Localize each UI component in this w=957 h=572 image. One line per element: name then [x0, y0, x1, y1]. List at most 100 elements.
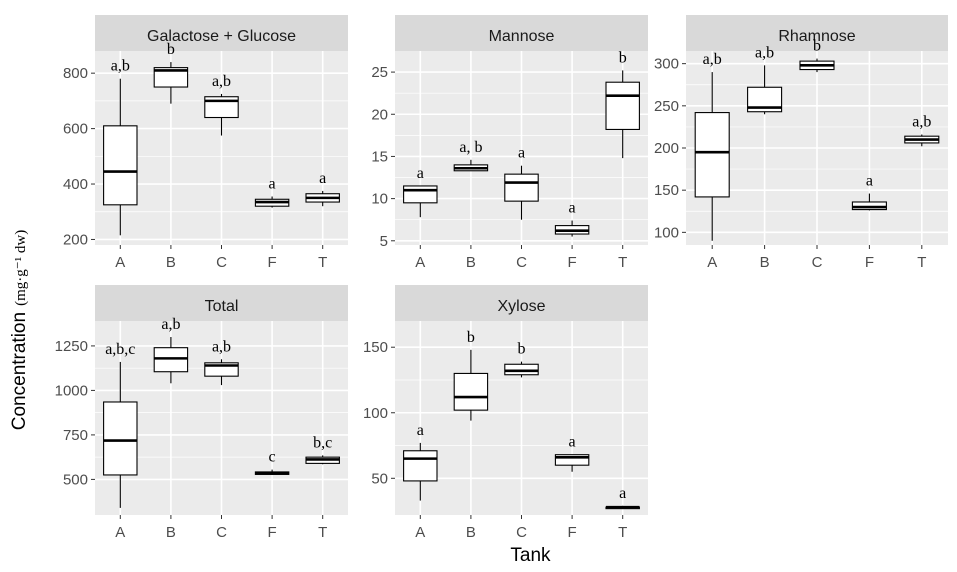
significance-label-A: a,b	[111, 58, 130, 75]
significance-label-B: b	[467, 329, 475, 346]
x-tick-label-T: T	[618, 254, 627, 271]
significance-label-B: a,b	[161, 316, 180, 333]
y-tick-label: 250	[654, 98, 679, 115]
y-tick-label: 5	[380, 233, 388, 250]
y-tick-label: 10	[371, 191, 388, 208]
significance-label-B: b	[167, 41, 175, 58]
y-tick-label: 15	[371, 148, 388, 165]
facet-title-total: Total	[205, 298, 239, 315]
y-tick-label: 300	[654, 56, 679, 73]
significance-label-A: a,b,c	[105, 341, 135, 358]
significance-label-C: a	[518, 145, 525, 162]
y-tick-label: 150	[654, 182, 679, 199]
y-tick-label: 600	[63, 121, 88, 138]
significance-label-A: a	[417, 165, 424, 182]
x-tick-label-A: A	[115, 254, 125, 271]
y-tick-label: 200	[654, 140, 679, 157]
significance-label-T: a	[619, 485, 626, 502]
y-tick-label: 1000	[55, 382, 88, 399]
x-tick-label-F: F	[268, 254, 277, 271]
y-tick-label: 200	[63, 231, 88, 248]
significance-label-A: a	[417, 422, 424, 439]
box-B	[153, 67, 189, 88]
x-tick-label-C: C	[516, 524, 527, 541]
y-tick-label: 25	[371, 64, 388, 81]
x-tick-label-C: C	[812, 254, 823, 271]
facet-title-xylose: Xylose	[497, 298, 545, 315]
significance-label-F: a	[569, 200, 576, 217]
box-B	[153, 347, 189, 373]
y-axis-label-text: Concentration	[9, 311, 30, 431]
significance-label-F: a	[866, 173, 873, 190]
x-tick-label-T: T	[318, 524, 327, 541]
box-A	[103, 125, 138, 206]
significance-label-F: a	[569, 434, 576, 451]
x-tick-label-B: B	[760, 254, 770, 271]
y-axis-label: Concentration (mg·g⁻¹ dw)	[2, 0, 38, 567]
significance-label-B: a,b	[755, 44, 774, 61]
significance-label-C: a,b	[212, 73, 231, 90]
significance-label-F: c	[269, 449, 276, 466]
x-tick-label-A: A	[415, 524, 425, 541]
box-F	[554, 454, 590, 466]
facet-strip-galactose-glucose	[95, 15, 348, 51]
box-C	[504, 363, 539, 376]
facet-strip-xylose	[395, 285, 648, 321]
facet-title-galactose-glucose: Galactose + Glucose	[147, 28, 296, 45]
facet-strip-mannose	[395, 15, 648, 51]
x-axis-label-text: Tank	[510, 545, 551, 566]
x-tick-label-A: A	[415, 254, 425, 271]
significance-label-A: a,b	[703, 51, 722, 68]
box-A	[403, 185, 438, 204]
significance-label-T: a,b	[912, 114, 931, 131]
x-tick-label-F: F	[268, 524, 277, 541]
box-C	[504, 173, 539, 202]
x-tick-label-T: T	[618, 524, 627, 541]
y-tick-label: 500	[63, 471, 88, 488]
x-tick-label-A: A	[115, 524, 125, 541]
facet-strip-rhamnose	[686, 15, 948, 51]
y-axis-label-unit: (mg·g⁻¹ dw)	[13, 229, 29, 306]
significance-label-C: b	[518, 341, 526, 358]
x-tick-label-B: B	[166, 524, 176, 541]
x-axis-label: Tank	[0, 545, 957, 567]
facet-strip-total	[95, 285, 348, 321]
x-tick-label-T: T	[318, 254, 327, 271]
significance-label-T: b,c	[313, 434, 332, 451]
box-A	[694, 112, 730, 198]
x-tick-label-F: F	[568, 524, 577, 541]
facet-title-mannose: Mannose	[489, 28, 555, 45]
x-tick-label-B: B	[466, 524, 476, 541]
x-tick-label-C: C	[216, 254, 227, 271]
significance-label-B: a, b	[459, 139, 482, 156]
x-tick-label-B: B	[166, 254, 176, 271]
y-tick-label: 20	[371, 106, 388, 123]
y-tick-label: 1250	[55, 338, 88, 355]
box-T	[605, 81, 640, 130]
y-tick-label: 100	[363, 405, 388, 422]
x-tick-label-T: T	[917, 254, 926, 271]
significance-label-F: a	[269, 176, 276, 193]
x-tick-label-C: C	[516, 254, 527, 271]
x-tick-label-C: C	[216, 524, 227, 541]
significance-label-T: a	[319, 170, 326, 187]
y-tick-label: 100	[654, 224, 679, 241]
y-tick-label: 150	[363, 339, 388, 356]
box-B	[453, 372, 489, 411]
significance-label-C: b	[813, 38, 821, 55]
x-tick-label-A: A	[707, 254, 717, 271]
y-tick-label: 50	[371, 470, 388, 487]
y-tick-label: 800	[63, 65, 88, 82]
significance-label-C: a,b	[212, 338, 231, 355]
x-tick-label-F: F	[865, 254, 874, 271]
significance-label-T: b	[619, 49, 627, 66]
x-tick-label-F: F	[568, 254, 577, 271]
box-A	[403, 450, 438, 482]
box-A	[103, 401, 138, 476]
facet-title-rhamnose: Rhamnose	[778, 28, 855, 45]
y-tick-label: 400	[63, 176, 88, 193]
y-tick-label: 750	[63, 427, 88, 444]
x-tick-label-B: B	[466, 254, 476, 271]
